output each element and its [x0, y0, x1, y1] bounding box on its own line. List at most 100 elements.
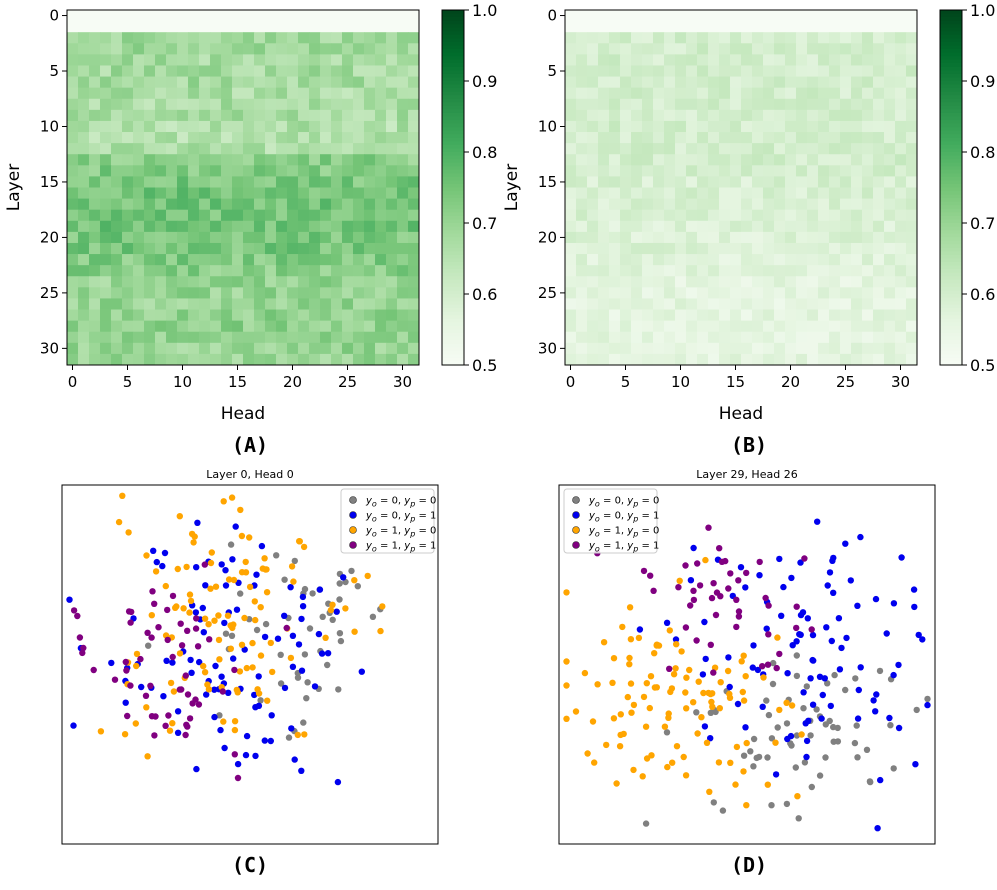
- heatmap-cell: [796, 109, 808, 122]
- heatmap-cell: [342, 309, 354, 322]
- heatmap-cell: [276, 98, 288, 111]
- heatmap-cell: [155, 10, 167, 22]
- data-point: [257, 697, 264, 704]
- heatmap-cell: [364, 342, 376, 355]
- heatmap-cell: [697, 54, 709, 66]
- heatmap-cell: [829, 242, 841, 255]
- data-point: [336, 580, 343, 587]
- heatmap-cell: [155, 176, 167, 188]
- heatmap-cell: [851, 287, 863, 299]
- heatmap-cell: [199, 76, 211, 89]
- data-point: [824, 680, 831, 687]
- heatmap-cell: [243, 298, 255, 310]
- heatmap-cell: [631, 187, 643, 199]
- heatmap-cell: [631, 10, 643, 22]
- heatmap-cell: [840, 165, 852, 177]
- heatmap-cell: [243, 198, 255, 211]
- heatmap-cell: [375, 298, 387, 310]
- heatmap-cell: [386, 254, 398, 266]
- heatmap-cell: [774, 87, 786, 100]
- data-point: [707, 641, 714, 648]
- colorbar-segment: [940, 41, 962, 47]
- heatmap-cell: [774, 220, 786, 233]
- heatmap-cell: [243, 254, 255, 266]
- heatmap-cell: [254, 287, 266, 299]
- data-point: [340, 574, 347, 581]
- heatmap-cell: [587, 220, 599, 233]
- heatmap-cell: [166, 132, 178, 144]
- data-point: [207, 585, 214, 592]
- heatmap-cell: [873, 32, 885, 44]
- heatmap-cell: [653, 187, 665, 199]
- data-point: [143, 704, 150, 711]
- heatmap-cell: [697, 120, 709, 133]
- heatmap-cell: [309, 220, 321, 233]
- heatmap-cell: [375, 165, 387, 177]
- heatmap-cell: [254, 298, 266, 310]
- heatmap-cell: [353, 209, 365, 222]
- heatmap-cell: [78, 10, 90, 22]
- heatmap-cell: [851, 320, 863, 333]
- heatmap-cell: [785, 309, 797, 322]
- heatmap-cell: [741, 309, 753, 322]
- data-point: [329, 601, 336, 608]
- heatmap-cell: [697, 187, 709, 199]
- data-point: [866, 778, 874, 785]
- heatmap-cell: [210, 331, 222, 344]
- data-point: [369, 613, 377, 620]
- colorbar-segment: [940, 290, 962, 295]
- data-point: [563, 658, 570, 665]
- heatmap-cell: [730, 109, 742, 122]
- heatmap-cell: [177, 32, 189, 44]
- heatmap-cell: [895, 32, 907, 44]
- heatmap-cell: [100, 254, 112, 266]
- heatmap-cell: [565, 242, 577, 255]
- heatmap-cell: [67, 298, 79, 310]
- heatmap-cell: [89, 132, 101, 144]
- heatmap-cell: [664, 187, 676, 199]
- heatmap-cell: [89, 187, 101, 199]
- data-point: [603, 741, 610, 749]
- heatmap-cell: [631, 320, 643, 333]
- data-point: [651, 650, 658, 657]
- heatmap-cell: [719, 242, 731, 255]
- heatmap-cell: [122, 109, 134, 122]
- heatmap-cell: [243, 76, 255, 89]
- heatmap-cell: [177, 342, 189, 355]
- colorbar-segment: [442, 286, 464, 292]
- heatmap-cell: [708, 220, 720, 233]
- heatmap-cell: [565, 43, 577, 55]
- heatmap-cell: [177, 254, 189, 266]
- heatmap-cell: [697, 209, 709, 222]
- heatmap-cell: [741, 353, 753, 366]
- colorbar-segment: [940, 152, 962, 157]
- heatmap-cell: [752, 298, 764, 310]
- heatmap-cell: [884, 154, 896, 166]
- data-point: [788, 742, 795, 749]
- heatmap-cell: [166, 65, 178, 77]
- heatmap-cell: [609, 154, 621, 166]
- heatmap-cell: [298, 21, 310, 33]
- data-point: [626, 604, 634, 611]
- heatmap-cell: [67, 120, 79, 133]
- x-tick-label: 0: [566, 373, 576, 391]
- heatmap-cell: [122, 43, 134, 55]
- heatmap-cell: [697, 165, 709, 177]
- heatmap-cell: [276, 87, 288, 100]
- heatmap-cell: [133, 143, 145, 155]
- heatmap-cell: [67, 21, 79, 33]
- heatmap-cell: [221, 309, 233, 322]
- heatmap-cell: [353, 220, 365, 233]
- heatmap-cell: [719, 10, 731, 22]
- heatmap-cell: [763, 76, 775, 89]
- heatmap-cell: [664, 76, 676, 89]
- heatmap-cell: [122, 231, 134, 244]
- data-point: [890, 671, 897, 679]
- heatmap-cell: [620, 143, 632, 155]
- heatmap-cell: [210, 98, 222, 111]
- heatmap-cell: [397, 132, 409, 144]
- heatmap-cell: [686, 309, 698, 322]
- heatmap-cell: [829, 143, 841, 155]
- panel-b-heatmap: 0 5 10 15 20 25 30051015202530HeadLayer0.50.60…: [502, 1, 995, 424]
- heatmap-cell: [397, 331, 409, 344]
